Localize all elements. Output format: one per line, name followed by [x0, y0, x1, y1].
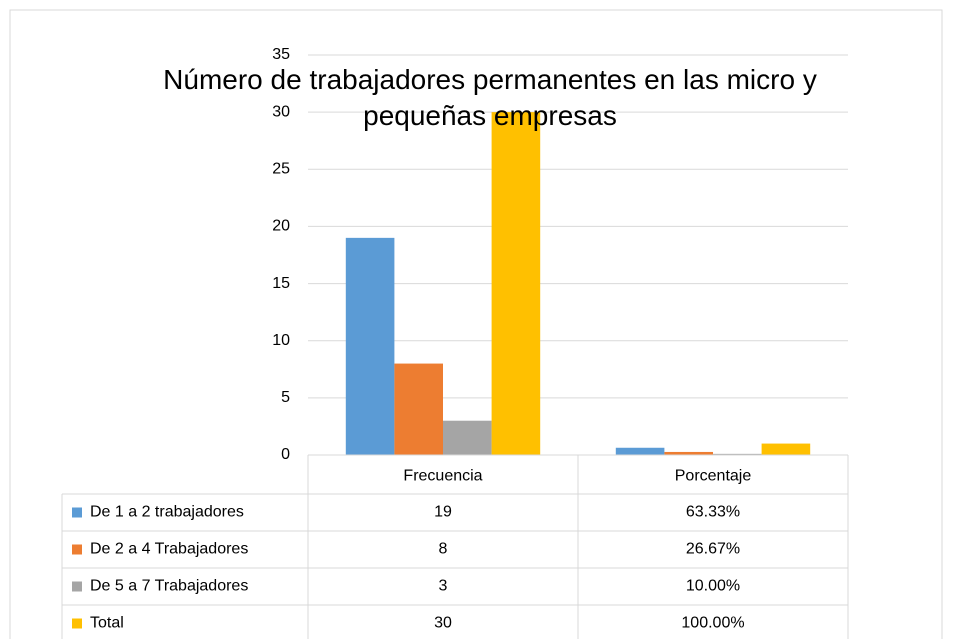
- table-value: 8: [439, 541, 448, 558]
- legend-label: De 5 a 7 Trabajadores: [90, 578, 248, 595]
- y-tick-label: 5: [281, 389, 290, 406]
- bar: [713, 453, 762, 455]
- bar: [761, 443, 811, 455]
- table-value: 63.33%: [686, 504, 740, 521]
- y-tick-label: 0: [281, 446, 290, 463]
- legend-key: [72, 618, 82, 629]
- table-value: 19: [434, 504, 452, 521]
- legend-label: De 1 a 2 trabajadores: [90, 504, 244, 521]
- legend-label: Total: [90, 615, 124, 632]
- bar: [345, 237, 395, 455]
- legend-key: [72, 544, 82, 555]
- bar: [491, 112, 541, 456]
- table-value: 10.00%: [686, 578, 740, 595]
- table-value: 3: [439, 578, 448, 595]
- chart-title: Número de trabajadores permanentes en la…: [163, 64, 817, 131]
- x-tick-label: Porcentaje: [675, 468, 752, 485]
- y-tick-label: 10: [272, 332, 290, 349]
- y-tick-label: 30: [272, 103, 290, 120]
- bar: [394, 363, 443, 455]
- legend-key: [72, 507, 82, 518]
- legend-key: [72, 581, 82, 592]
- y-tick-label: 15: [272, 275, 290, 292]
- x-tick-label: Frecuencia: [403, 468, 482, 485]
- bar: [443, 420, 492, 455]
- bar: [664, 451, 713, 455]
- bar: [615, 447, 665, 455]
- y-tick-label: 35: [272, 46, 290, 63]
- legend-label: De 2 a 4 Trabajadores: [90, 541, 248, 558]
- y-tick-label: 25: [272, 161, 290, 178]
- table-value: 30: [434, 615, 452, 632]
- y-tick-label: 20: [272, 218, 290, 235]
- table-value: 100.00%: [681, 615, 744, 632]
- table-value: 26.67%: [686, 541, 740, 558]
- chart-border: [9, 9, 943, 639]
